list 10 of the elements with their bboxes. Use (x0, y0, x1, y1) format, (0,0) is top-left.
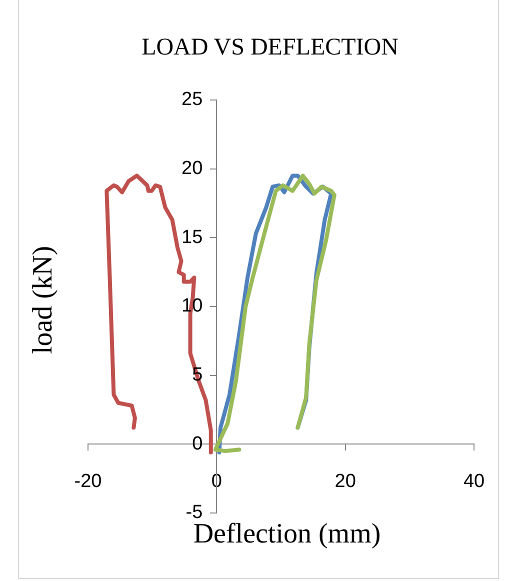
y-tick-label: 15 (182, 226, 203, 248)
y-tick-label: 25 (182, 89, 203, 110)
y-tick-label: 20 (182, 158, 203, 180)
x-tick-label: -20 (74, 470, 102, 492)
x-tick-label: 40 (463, 470, 485, 492)
y-tick-label: 0 (192, 433, 203, 454)
x-tick-label: 20 (334, 470, 356, 492)
chart-title: LOAD VS DEFLECTION (142, 34, 398, 60)
x-tick-label: 0 (211, 470, 222, 492)
y-axis-title: load (kN) (27, 246, 58, 354)
